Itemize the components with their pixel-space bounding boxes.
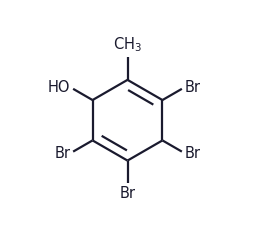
Text: Br: Br xyxy=(184,80,200,95)
Text: Br: Br xyxy=(119,186,135,201)
Text: Br: Br xyxy=(184,146,200,161)
Text: HO: HO xyxy=(47,80,70,95)
Text: CH$_3$: CH$_3$ xyxy=(113,35,141,54)
Text: Br: Br xyxy=(54,146,70,161)
